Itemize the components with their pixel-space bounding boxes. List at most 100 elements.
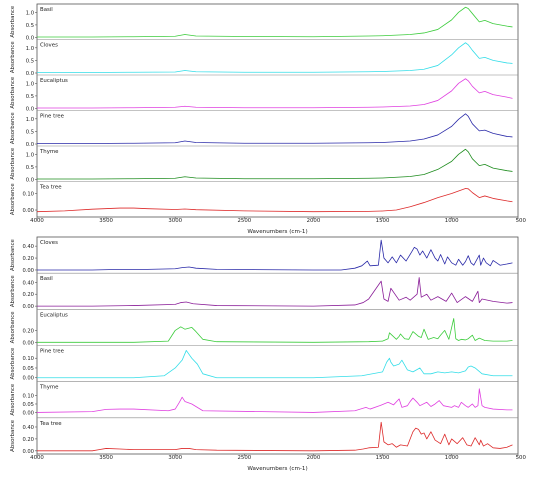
series-line <box>37 421 513 452</box>
series-line <box>36 388 513 413</box>
x-tick-label: 1000 <box>445 218 459 224</box>
y-tick-label: 0.5 <box>26 165 34 171</box>
series-line <box>37 350 513 379</box>
y-tick-label: 1.0 <box>26 10 34 16</box>
series-label: Cloves <box>40 240 58 246</box>
series-line <box>37 113 513 144</box>
y-axis-label: Absorbance <box>10 311 16 344</box>
y-tick-label: 0.0 <box>26 142 34 148</box>
y-tick-label: 0.20 <box>22 437 34 443</box>
y-axis-label: Absorbance <box>10 238 16 271</box>
x-axis-label: Wavenumbers (cm-1) <box>247 466 307 472</box>
y-tick-label: 0.10 <box>22 191 34 197</box>
spectrum-panel-basil: 0.0 0.5 1.0 Absorbance Basil <box>10 5 518 42</box>
series-label: Eucaliptus <box>40 312 68 318</box>
spectrum-panel-thyme: 0.00 0.05 0.10 Absorbance Thyme <box>10 383 518 419</box>
bottom-chart: 0.00 0.20 0.40 Absorbance Cloves 0.00 0.20 0.40… <box>10 236 527 472</box>
series-label: Pine tree <box>40 349 65 355</box>
series-line <box>37 239 513 271</box>
y-tick-label: 0.00 <box>22 208 34 214</box>
y-tick-label: 0.5 <box>26 129 34 135</box>
x-tick-label: 1500 <box>376 455 390 461</box>
spectrum-panel-pine-tree: 0.0 0.5 1.0 Absorbance Pine tree <box>10 112 518 148</box>
x-tick-label: 3500 <box>99 218 113 224</box>
y-tick-label: 0.5 <box>26 94 34 100</box>
series-label: Thyme <box>39 385 59 391</box>
spectrum-panel-eucaliptus: 0.0 0.5 1.0 Absorbance Eucaliptus <box>10 76 518 113</box>
x-tick-label: 2500 <box>237 455 251 461</box>
spectrum-panel-thyme: 0.0 0.5 1.0 Absorbance Thyme <box>10 147 518 184</box>
x-tick-label: 3000 <box>168 218 182 224</box>
series-label: Tea tree <box>39 421 62 427</box>
series-label: Basil <box>40 276 53 282</box>
y-axis-label: Absorbance <box>10 112 16 145</box>
y-axis-label: Absorbance <box>10 347 16 380</box>
spectrum-panel-cloves: 0.00 0.20 0.40 Absorbance Cloves <box>10 238 518 274</box>
y-axis-label: Absorbance <box>10 76 16 109</box>
y-tick-label: 0.10 <box>22 394 34 400</box>
series-line <box>37 6 513 38</box>
x-tick-label: 2000 <box>307 455 321 461</box>
spectrum-panel-eucaliptus: 0.00 0.20 Absorbance Eucaliptus <box>10 311 518 346</box>
series-label: Pine tree <box>40 114 65 120</box>
spectrum-panel-cloves: 0.0 0.5 1.0 Absorbance Cloves <box>10 41 518 77</box>
y-tick-label: 1.0 <box>26 81 34 87</box>
spectrum-panel-tea-tree: 0.00 0.10 Absorbance Tea tree <box>10 183 513 216</box>
y-tick-label: 0.10 <box>22 356 34 362</box>
y-tick-label: 0.0 <box>26 178 34 184</box>
x-tick-label: 3000 <box>168 455 182 461</box>
y-tick-label: 0.00 <box>22 340 34 346</box>
x-tick-label: 2500 <box>237 218 251 224</box>
y-axis-label: Absorbance <box>10 5 16 38</box>
y-tick-label: 0.0 <box>26 71 34 77</box>
x-axis-label: Wavenumbers (cm-1) <box>247 229 307 235</box>
series-line <box>37 78 513 109</box>
top-chart: 0.0 0.5 1.0 Absorbance Basil 0.0 0.5 1.0 Absorba… <box>10 3 527 235</box>
y-axis-label: Absorbance <box>10 147 16 180</box>
x-tick-label: 500 <box>516 218 527 224</box>
y-tick-label: 1.0 <box>26 117 34 123</box>
spectrum-panel-tea-tree: 0.00 0.20 0.40 Absorbance Tea tree <box>10 419 513 455</box>
x-tick-label: 3500 <box>99 455 113 461</box>
y-tick-label: 0.40 <box>22 280 34 286</box>
y-tick-label: 0.00 <box>22 410 34 416</box>
series-label: Thyme <box>39 149 59 155</box>
y-axis-label: Absorbance <box>10 383 16 416</box>
x-tick-label: 4000 <box>30 218 44 224</box>
y-tick-label: 0.5 <box>26 58 34 64</box>
y-axis-label: Absorbance <box>10 419 16 452</box>
series-label: Basil <box>40 7 53 13</box>
series-label: Tea tree <box>39 185 62 191</box>
y-tick-label: 0.0 <box>26 107 34 113</box>
y-tick-label: 0.20 <box>22 256 34 262</box>
series-label: Cloves <box>40 43 58 49</box>
x-tick-label: 1000 <box>445 455 459 461</box>
y-tick-label: 0.00 <box>22 304 34 310</box>
y-tick-label: 0.20 <box>22 328 34 334</box>
x-tick-label: 4000 <box>30 455 44 461</box>
y-tick-label: 0.00 <box>22 376 34 382</box>
x-tick-label: 1500 <box>376 218 390 224</box>
y-axis-label: Absorbance <box>10 183 16 216</box>
series-line <box>37 277 513 307</box>
series-line <box>37 42 513 73</box>
y-tick-label: 0.40 <box>22 425 34 431</box>
y-tick-label: 1.0 <box>26 46 34 52</box>
y-tick-label: 0.20 <box>22 292 34 298</box>
x-tick-label: 500 <box>516 455 527 461</box>
x-tick-label: 2000 <box>307 218 321 224</box>
series-label: Eucaliptus <box>40 78 68 84</box>
y-axis-label: Absorbance <box>10 41 16 74</box>
y-tick-label: 1.0 <box>26 152 34 158</box>
series-line <box>36 188 513 213</box>
y-tick-label: 0.00 <box>22 449 34 455</box>
series-line <box>37 148 513 180</box>
spectrum-panel-pine-tree: 0.00 0.05 0.10 Absorbance Pine tree <box>10 347 518 382</box>
y-tick-label: 0.0 <box>26 36 34 42</box>
y-tick-label: 0.40 <box>22 244 34 250</box>
y-tick-label: 0.05 <box>22 366 34 372</box>
y-tick-label: 0.5 <box>26 23 34 29</box>
y-axis-label: Absorbance <box>10 275 16 308</box>
spectrum-panel-basil: 0.00 0.20 0.40 Absorbance Basil <box>10 275 518 310</box>
